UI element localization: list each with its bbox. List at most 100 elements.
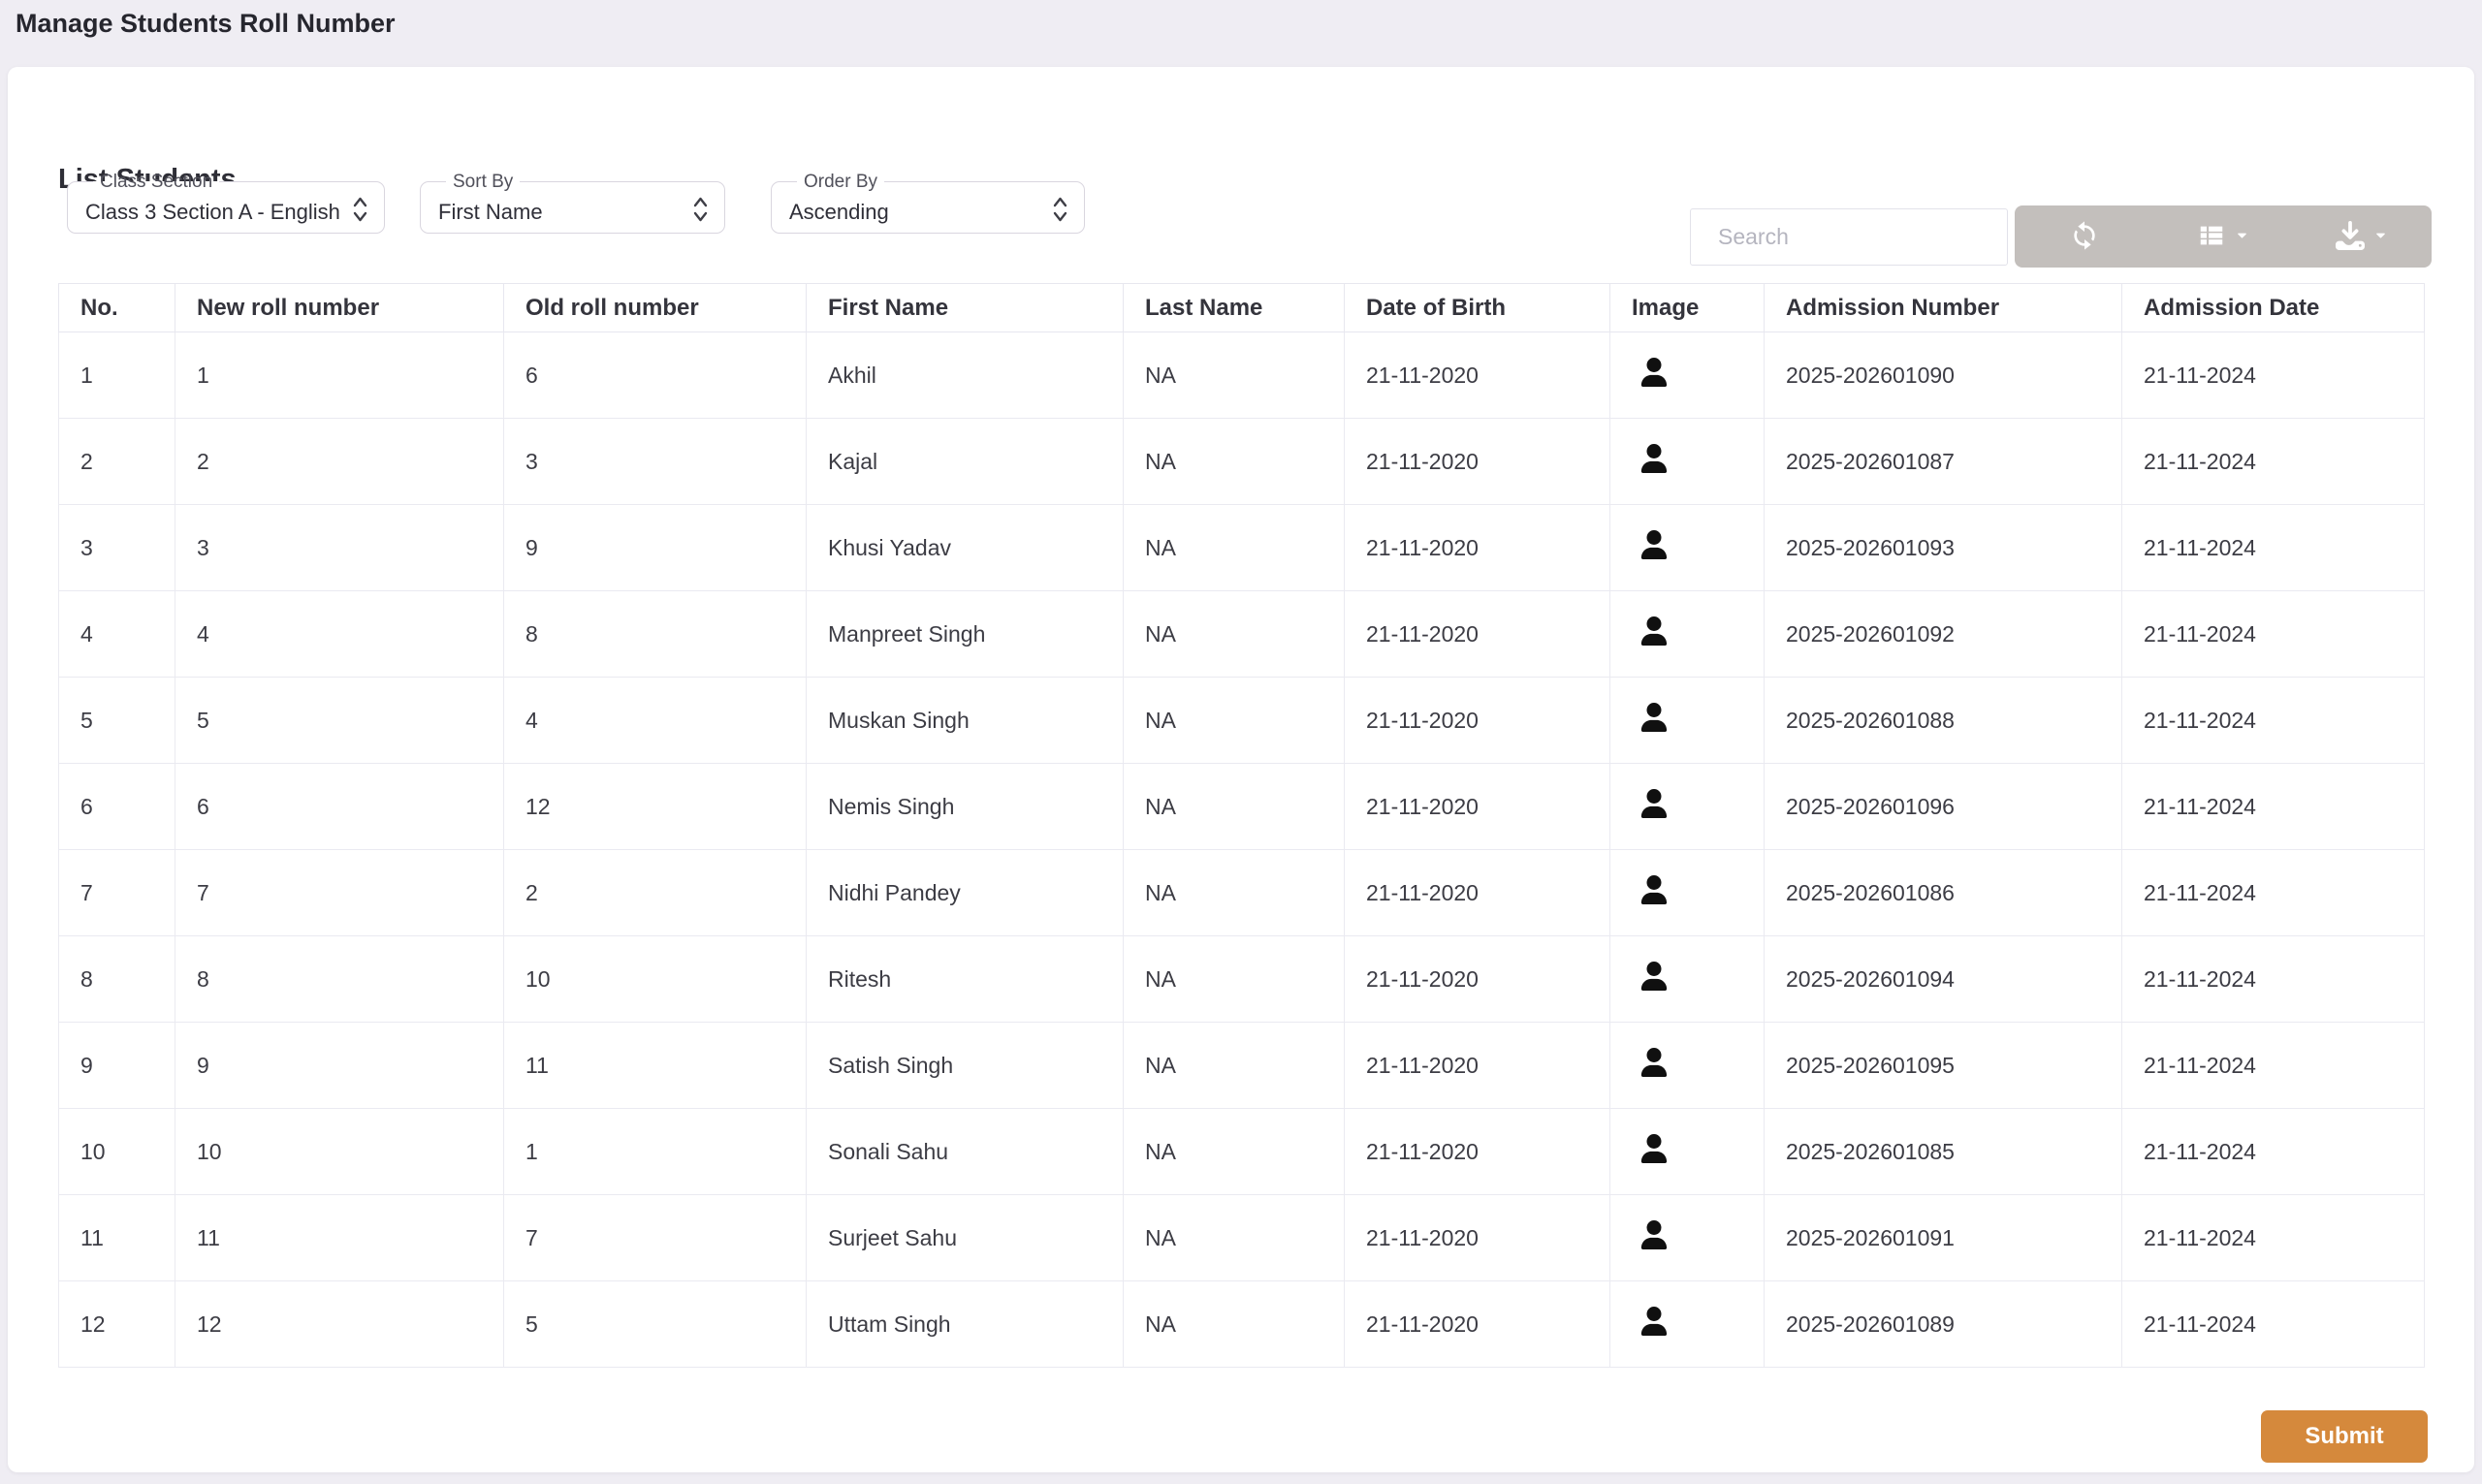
cell-admission-date: 21-11-2024 (2121, 849, 2425, 936)
cell-dob: 21-11-2020 (1344, 1280, 1610, 1368)
updown-chevron-icon (692, 193, 709, 231)
user-icon (1639, 1307, 1669, 1341)
cell-no: 6 (58, 763, 175, 850)
cell-last-name: NA (1123, 418, 1345, 505)
table-row: 10 10 1 Sonali Sahu NA 21-11-2020 2025-2026010… (58, 1108, 2425, 1195)
cell-new-roll: 5 (175, 677, 504, 764)
table-row: 1 1 6 Akhil NA 21-11-2020 2025-202601090 21-11-… (58, 332, 2425, 419)
cell-admission-date: 21-11-2024 (2121, 1280, 2425, 1368)
class-section-label: Class Section (100, 172, 213, 192)
cell-old-roll: 1 (503, 1108, 807, 1195)
cell-admission-number: 2025-202601093 (1764, 504, 2122, 591)
cell-old-roll: 6 (503, 332, 807, 419)
sort-by-select[interactable]: Sort By First Name (420, 173, 725, 234)
cell-admission-number: 2025-202601096 (1764, 763, 2122, 850)
class-section-select[interactable]: Class Section Class 3 Section A - Englis… (67, 173, 385, 234)
cell-old-roll: 10 (503, 935, 807, 1023)
table-row: 4 4 8 Manpreet Singh NA 21-11-2020 2025-202601… (58, 590, 2425, 678)
cell-old-roll: 2 (503, 849, 807, 936)
user-icon (1639, 875, 1669, 909)
cell-no: 2 (58, 418, 175, 505)
class-section-value: Class 3 Section A - English (85, 199, 340, 224)
cell-new-roll: 8 (175, 935, 504, 1023)
cell-image (1609, 1022, 1765, 1109)
cell-dob: 21-11-2020 (1344, 849, 1610, 936)
cell-dob: 21-11-2020 (1344, 935, 1610, 1023)
updown-chevron-icon (352, 193, 368, 231)
cell-first-name: Nemis Singh (806, 763, 1124, 850)
cell-last-name: NA (1123, 504, 1345, 591)
user-icon (1639, 1048, 1669, 1082)
cell-no: 10 (58, 1108, 175, 1195)
cell-last-name: NA (1123, 1022, 1345, 1109)
cell-image (1609, 849, 1765, 936)
cell-old-roll: 4 (503, 677, 807, 764)
cell-no: 11 (58, 1194, 175, 1281)
column-header: No. (58, 283, 175, 332)
cell-dob: 21-11-2020 (1344, 1022, 1610, 1109)
cell-image (1609, 677, 1765, 764)
export-download-button[interactable] (2293, 205, 2432, 268)
cell-new-roll: 10 (175, 1108, 504, 1195)
cell-admission-date: 21-11-2024 (2121, 590, 2425, 678)
submit-button[interactable]: Submit (2261, 1410, 2428, 1463)
search-input[interactable] (1690, 208, 2008, 266)
cell-last-name: NA (1123, 849, 1345, 936)
cell-admission-date: 21-11-2024 (2121, 1194, 2425, 1281)
cell-admission-date: 21-11-2024 (2121, 418, 2425, 505)
cell-admission-number: 2025-202601091 (1764, 1194, 2122, 1281)
cell-no: 7 (58, 849, 175, 936)
table-row: 3 3 9 Khusi Yadav NA 21-11-2020 2025-202601093… (58, 504, 2425, 591)
table-list-icon (2197, 221, 2226, 253)
cell-admission-number: 2025-202601092 (1764, 590, 2122, 678)
cell-dob: 21-11-2020 (1344, 1194, 1610, 1281)
caret-down-icon (2373, 228, 2388, 245)
table-row: 6 6 12 Nemis Singh NA 21-11-2020 2025-20260109… (58, 763, 2425, 850)
cell-admission-number: 2025-202601087 (1764, 418, 2122, 505)
cell-first-name: Surjeet Sahu (806, 1194, 1124, 1281)
refresh-button[interactable] (2015, 205, 2153, 268)
cell-first-name: Muskan Singh (806, 677, 1124, 764)
cell-last-name: NA (1123, 1108, 1345, 1195)
cell-admission-date: 21-11-2024 (2121, 935, 2425, 1023)
column-header: New roll number (175, 283, 504, 332)
cell-new-roll: 9 (175, 1022, 504, 1109)
cell-first-name: Satish Singh (806, 1022, 1124, 1109)
cell-admission-date: 21-11-2024 (2121, 504, 2425, 591)
table-body: 1 1 6 Akhil NA 21-11-2020 2025-202601090 21-11-… (58, 332, 2425, 1368)
cell-admission-number: 2025-202601095 (1764, 1022, 2122, 1109)
user-icon (1639, 1134, 1669, 1168)
cell-image (1609, 418, 1765, 505)
order-by-value: Ascending (789, 199, 889, 224)
cell-admission-date: 21-11-2024 (2121, 332, 2425, 419)
order-by-select[interactable]: Order By Ascending (771, 173, 1085, 234)
cell-first-name: Kajal (806, 418, 1124, 505)
column-header: Image (1609, 283, 1765, 332)
download-icon (2336, 220, 2366, 253)
cell-dob: 21-11-2020 (1344, 763, 1610, 850)
sort-by-label: Sort By (453, 172, 514, 192)
user-icon (1639, 616, 1669, 650)
order-by-select-inner: Ascending (789, 193, 1068, 231)
table-row: 5 5 4 Muskan Singh NA 21-11-2020 2025-20260108… (58, 677, 2425, 764)
cell-dob: 21-11-2020 (1344, 504, 1610, 591)
user-icon (1639, 358, 1669, 392)
cell-dob: 21-11-2020 (1344, 590, 1610, 678)
students-table: No. New roll number Old roll number First N… (58, 283, 2425, 1368)
cell-first-name: Uttam Singh (806, 1280, 1124, 1368)
list-students-panel: List Students Class Section Class 3 Sect… (8, 67, 2474, 1472)
cell-admission-date: 21-11-2024 (2121, 763, 2425, 850)
cell-admission-number: 2025-202601085 (1764, 1108, 2122, 1195)
sort-by-value: First Name (438, 199, 543, 224)
cell-new-roll: 6 (175, 763, 504, 850)
caret-down-icon (2235, 228, 2249, 245)
user-icon (1639, 444, 1669, 478)
view-columns-button[interactable] (2153, 205, 2292, 268)
cell-last-name: NA (1123, 1194, 1345, 1281)
cell-last-name: NA (1123, 677, 1345, 764)
table-row: 11 11 7 Surjeet Sahu NA 21-11-2020 2025-202601… (58, 1194, 2425, 1281)
table-toolbar (2015, 205, 2432, 268)
cell-image (1609, 332, 1765, 419)
cell-new-roll: 3 (175, 504, 504, 591)
